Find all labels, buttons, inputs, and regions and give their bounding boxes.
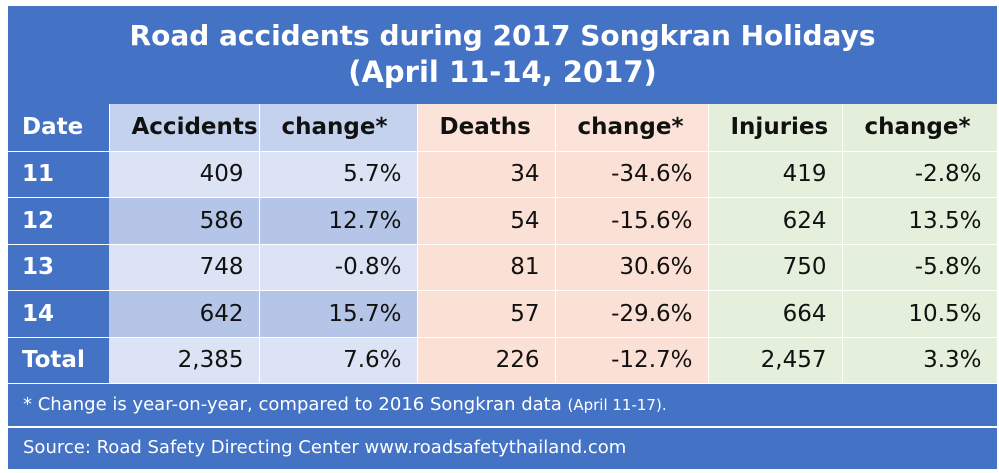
total-label-cell: Total	[8, 337, 109, 384]
total-deaths-cell: 226	[417, 337, 556, 384]
injuries-change-cell: -5.8%	[842, 244, 998, 291]
accidents-change-cell: -0.8%	[259, 244, 418, 291]
header-injuries-change: change*	[842, 104, 998, 152]
accidents-cell: 642	[109, 290, 260, 338]
footnote-period: (April 11-17).	[567, 396, 667, 414]
injuries-cell: 624	[708, 197, 843, 245]
accidents-change-cell: 12.7%	[259, 197, 418, 245]
deaths-cell: 54	[417, 197, 556, 245]
header-accidents-change: change*	[259, 104, 418, 152]
header-deaths: Deaths	[417, 104, 556, 152]
injuries-cell: 750	[708, 244, 843, 291]
title-text: Road accidents during 2017 Songkran Holi…	[129, 19, 876, 52]
date-cell: 14	[8, 290, 109, 338]
accidents-cell: 586	[109, 197, 260, 245]
deaths-change-cell: -34.6%	[555, 151, 709, 198]
table-row: 14 642 15.7% 57 -29.6% 664 10.5%	[8, 290, 998, 338]
deaths-change-cell: -15.6%	[555, 197, 709, 245]
footnote: * Change is year-on-year, compared to 20…	[8, 384, 997, 426]
table-row: 11 409 5.7% 34 -34.6% 419 -2.8%	[8, 151, 998, 198]
accidents-cell: 409	[109, 151, 260, 198]
infographic-frame: Road accidents during 2017 Songkran Holi…	[8, 6, 998, 469]
footnote-text: * Change is year-on-year, compared to 20…	[23, 394, 562, 415]
divider	[8, 426, 997, 428]
total-accidents-cell: 2,385	[109, 337, 260, 384]
header-row: Date Accidents change* Deaths change* In…	[8, 104, 998, 152]
accidents-table: Date Accidents change* Deaths change* In…	[8, 104, 998, 384]
total-injuries-cell: 2,457	[708, 337, 843, 384]
injuries-change-cell: 10.5%	[842, 290, 998, 338]
deaths-cell: 34	[417, 151, 556, 198]
source-line: Source: Road Safety Directing Center www…	[23, 437, 627, 458]
subtitle-text: (April 11-14, 2017)	[348, 55, 657, 89]
accidents-change-cell: 15.7%	[259, 290, 418, 338]
date-cell: 11	[8, 151, 109, 198]
deaths-cell: 81	[417, 244, 556, 291]
injuries-change-cell: 13.5%	[842, 197, 998, 245]
total-row: Total 2,385 7.6% 226 -12.7% 2,457 3.3%	[8, 337, 998, 384]
date-cell: 13	[8, 244, 109, 291]
total-accidents-change-cell: 7.6%	[259, 337, 418, 384]
injuries-cell: 664	[708, 290, 843, 338]
header-date: Date	[8, 104, 110, 152]
header-accidents: Accidents	[109, 104, 260, 152]
header-injuries: Injuries	[708, 104, 843, 152]
deaths-change-cell: 30.6%	[555, 244, 709, 291]
injuries-cell: 419	[708, 151, 843, 198]
chart-title: Road accidents during 2017 Songkran Holi…	[8, 6, 997, 104]
deaths-change-cell: -29.6%	[555, 290, 709, 338]
date-cell: 12	[8, 197, 109, 245]
total-injuries-change-cell: 3.3%	[842, 337, 998, 384]
total-deaths-change-cell: -12.7%	[555, 337, 709, 384]
accidents-cell: 748	[109, 244, 260, 291]
accidents-change-cell: 5.7%	[259, 151, 418, 198]
table-row: 12 586 12.7% 54 -15.6% 624 13.5%	[8, 197, 998, 245]
header-deaths-change: change*	[555, 104, 709, 152]
table-row: 13 748 -0.8% 81 30.6% 750 -5.8%	[8, 244, 998, 291]
deaths-cell: 57	[417, 290, 556, 338]
injuries-change-cell: -2.8%	[842, 151, 998, 198]
